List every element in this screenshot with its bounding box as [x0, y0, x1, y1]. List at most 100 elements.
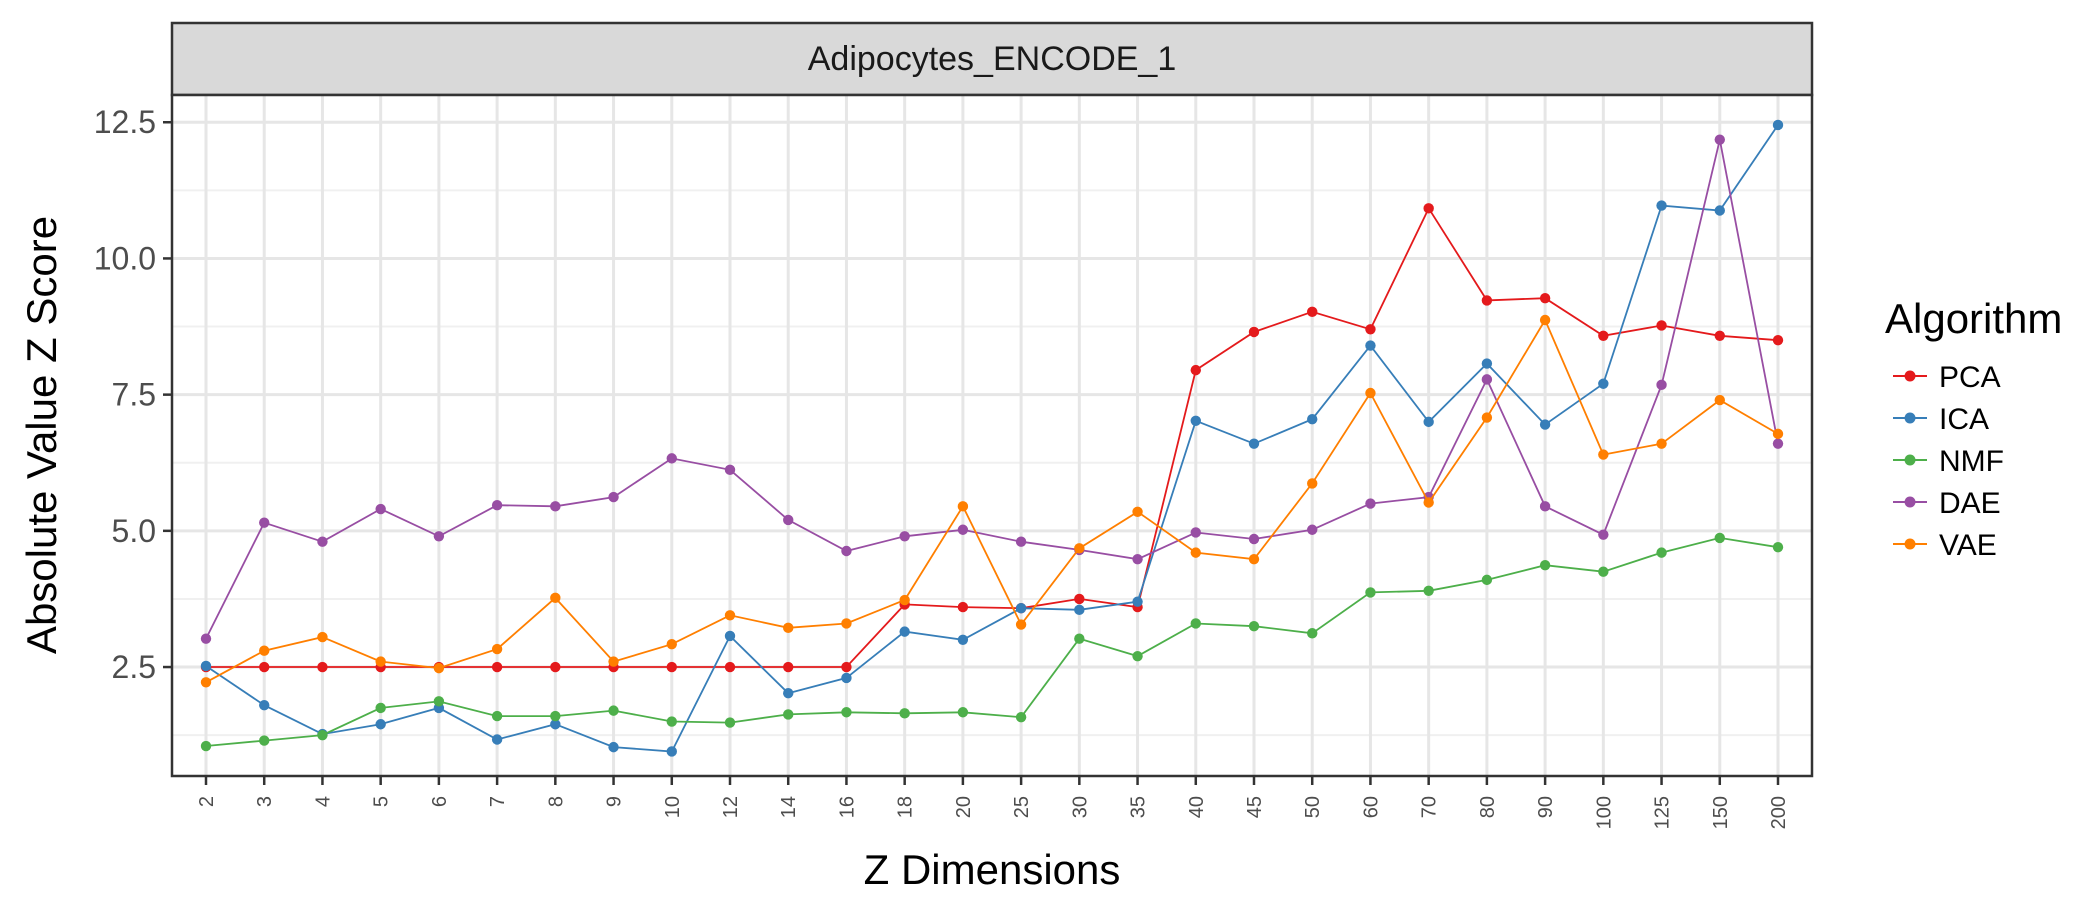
- data-point-vae: [1656, 438, 1667, 449]
- data-point-vae: [1248, 553, 1260, 565]
- x-tick-label: 4: [312, 796, 334, 807]
- x-tick-label: 100: [1593, 796, 1615, 829]
- data-point-vae: [783, 622, 794, 634]
- data-point-dae: [1598, 529, 1609, 540]
- data-point-nmf: [1481, 574, 1493, 586]
- x-tick-label: 30: [1069, 796, 1091, 818]
- data-point-nmf: [550, 710, 561, 722]
- x-tick-label: 50: [1302, 796, 1324, 818]
- data-point-dae: [259, 517, 270, 528]
- data-point-ica: [1772, 119, 1784, 131]
- data-point-pca: [1423, 203, 1434, 214]
- data-point-dae: [1132, 553, 1143, 565]
- legend-label-ica: ICA: [1939, 403, 1989, 436]
- data-point-nmf: [608, 705, 619, 716]
- legend-item-vae: VAE: [1893, 529, 1997, 562]
- data-point-dae: [608, 491, 619, 503]
- data-point-nmf: [724, 717, 736, 728]
- data-point-nmf: [1074, 633, 1085, 644]
- x-tick-label: 6: [429, 796, 451, 807]
- legend-label-pca: PCA: [1939, 361, 2001, 394]
- series-line-ica: [205, 124, 1779, 753]
- data-point-vae: [1423, 497, 1434, 508]
- data-point-ica: [375, 719, 386, 730]
- data-point-pca: [957, 601, 969, 613]
- data-point-pca: [1714, 330, 1725, 342]
- data-point-vae: [1190, 547, 1201, 558]
- x-tick-label: 8: [545, 796, 567, 807]
- data-point-ica: [1714, 205, 1725, 216]
- data-point-vae: [957, 501, 969, 512]
- data-point-pca: [1481, 295, 1493, 306]
- data-point-nmf: [1772, 541, 1784, 553]
- legend-key-point: [1904, 496, 1916, 508]
- y-tick-label: 7.5: [112, 377, 156, 413]
- legend-item-dae: DAE: [1893, 487, 2001, 520]
- data-point-ica: [841, 672, 852, 684]
- data-point-ica: [1481, 358, 1493, 369]
- data-point-dae: [666, 453, 677, 464]
- x-tick-label: 3: [254, 796, 276, 807]
- data-point-ica: [957, 634, 969, 645]
- x-tick-label: 150: [1710, 796, 1732, 829]
- data-point-vae: [841, 618, 852, 629]
- data-point-ica: [1307, 413, 1318, 425]
- data-point-vae: [666, 638, 677, 650]
- series-layer: [200, 119, 1784, 757]
- y-axis-title: Absolute Value Z Score: [18, 216, 65, 654]
- data-point-ica: [666, 746, 677, 757]
- data-point-vae: [433, 662, 445, 674]
- data-point-pca: [1307, 306, 1318, 318]
- data-point-ica: [491, 734, 503, 745]
- data-point-ica: [200, 660, 212, 672]
- data-point-ica: [1015, 603, 1027, 614]
- data-point-dae: [550, 501, 561, 512]
- x-tick-label: 5: [371, 796, 393, 807]
- data-point-dae: [1714, 134, 1725, 145]
- data-point-ica: [783, 687, 794, 699]
- x-tick-label: 45: [1244, 796, 1266, 818]
- x-tick-label: 90: [1535, 796, 1557, 818]
- data-point-vae: [1074, 543, 1085, 554]
- data-point-dae: [317, 536, 328, 547]
- data-point-vae: [1714, 394, 1725, 406]
- x-tick-label: 80: [1477, 796, 1499, 818]
- data-point-nmf: [317, 729, 328, 741]
- data-point-dae: [1772, 438, 1784, 449]
- x-tick-label: 7: [487, 796, 509, 807]
- data-point-vae: [899, 594, 910, 606]
- data-point-vae: [1015, 619, 1027, 630]
- data-point-vae: [1481, 412, 1493, 423]
- y-tick-label: 2.5: [112, 649, 156, 685]
- data-point-nmf: [841, 707, 852, 718]
- data-point-dae: [1248, 533, 1260, 545]
- legend-label-dae: DAE: [1939, 487, 2001, 520]
- data-point-pca: [1074, 593, 1085, 605]
- data-point-dae: [1656, 379, 1667, 391]
- data-point-nmf: [1423, 585, 1434, 596]
- data-point-vae: [1365, 387, 1376, 399]
- series-line-pca: [206, 206, 1779, 668]
- data-point-pca: [841, 661, 852, 673]
- x-tick-label: 40: [1186, 796, 1208, 818]
- x-tick-label: 10: [662, 796, 684, 818]
- x-tick-label: 18: [895, 796, 917, 818]
- data-point-nmf: [200, 740, 212, 752]
- data-point-nmf: [433, 696, 445, 707]
- data-point-nmf: [1539, 559, 1551, 571]
- data-point-pca: [491, 661, 503, 673]
- legend-key-point: [1904, 538, 1916, 550]
- data-point-nmf: [491, 710, 503, 722]
- legend-key-point: [1904, 412, 1916, 424]
- data-point-pca: [1772, 334, 1784, 346]
- data-point-vae: [259, 645, 270, 656]
- x-tick-label: 125: [1652, 796, 1674, 829]
- data-point-ica: [1248, 438, 1260, 449]
- data-point-vae: [1132, 506, 1143, 517]
- data-point-vae: [491, 643, 503, 655]
- legend-key-point: [1904, 370, 1916, 382]
- major-gridlines: [172, 95, 1812, 776]
- data-point-nmf: [1132, 650, 1143, 662]
- data-point-dae: [724, 464, 736, 476]
- data-point-nmf: [1190, 618, 1201, 629]
